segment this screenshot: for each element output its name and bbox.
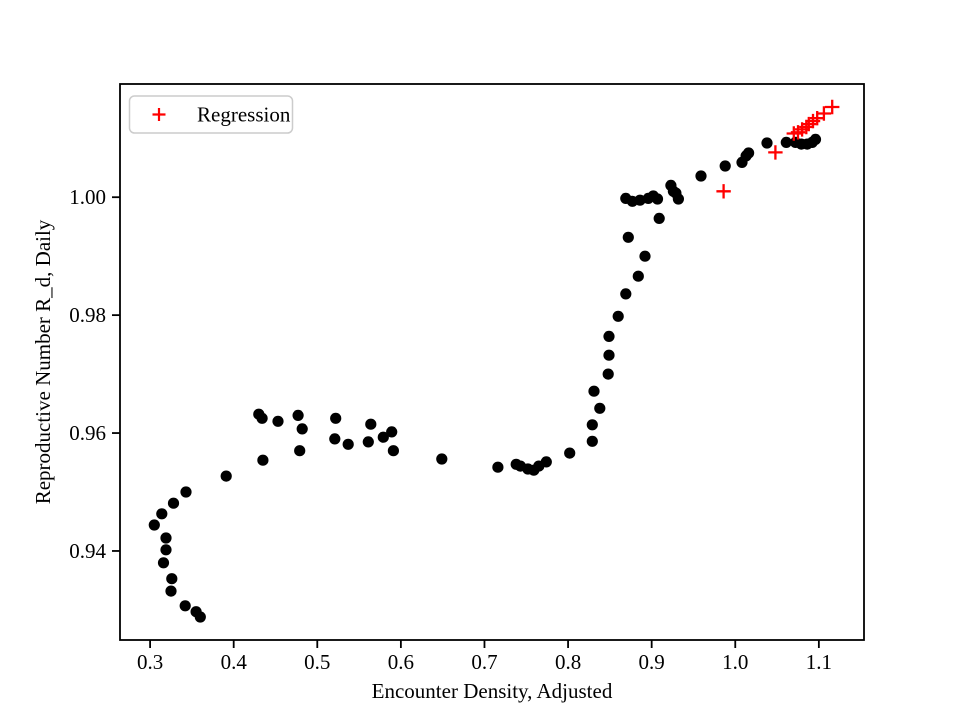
y-tick-label: 0.98 <box>69 303 106 327</box>
data-point <box>622 231 634 243</box>
x-tick-label: 0.5 <box>304 650 330 674</box>
data-point <box>586 435 598 447</box>
data-point <box>695 170 707 182</box>
x-tick-label: 0.8 <box>555 650 581 674</box>
legend: Regression <box>128 95 294 134</box>
data-point <box>743 147 755 159</box>
x-tick-label: 1.0 <box>722 650 748 674</box>
x-tick-label: 0.9 <box>639 650 665 674</box>
x-tick-label: 0.3 <box>137 650 163 674</box>
y-tick-label: 0.94 <box>69 539 106 563</box>
data-point <box>220 470 232 482</box>
data-point <box>272 415 284 427</box>
data-point <box>386 426 398 438</box>
plot-border <box>119 83 865 641</box>
data-point <box>586 419 598 431</box>
data-point <box>594 402 606 414</box>
data-point <box>540 456 552 468</box>
data-point <box>761 137 773 149</box>
data-point <box>377 431 389 443</box>
data-point <box>179 600 191 612</box>
observed-points <box>148 133 822 623</box>
data-point <box>780 136 792 148</box>
data-point <box>602 368 614 380</box>
x-axis-ticks: 0.3 0.4 0.5 0.6 0.7 0.8 0.9 1.0 1.1 <box>137 640 832 674</box>
data-point <box>342 438 354 450</box>
y-tick-label: 1.00 <box>69 185 106 209</box>
data-point <box>620 288 632 300</box>
data-point <box>809 133 822 145</box>
legend-plus-icon <box>152 108 166 121</box>
regression-point <box>768 145 783 160</box>
data-point <box>603 330 615 342</box>
data-point <box>296 423 308 435</box>
data-point <box>653 212 665 224</box>
x-tick-label: 0.4 <box>221 650 248 674</box>
x-axis-label: Encounter Density, Adjusted <box>372 679 613 703</box>
data-point <box>362 436 374 448</box>
regression-point <box>816 106 832 121</box>
y-axis-label: Reproductive Number R_d, Daily <box>31 219 55 504</box>
regression-point <box>716 184 731 199</box>
data-point <box>612 310 624 322</box>
data-point <box>365 418 377 430</box>
data-point <box>651 193 664 205</box>
data-point <box>436 453 448 465</box>
data-point <box>639 250 651 262</box>
data-point <box>156 508 168 520</box>
data-point <box>256 412 268 424</box>
data-point <box>160 544 172 556</box>
y-axis-ticks: 0.94 0.96 0.98 1.00 <box>69 185 120 563</box>
data-point <box>329 433 341 445</box>
regression-point <box>825 99 840 115</box>
data-point <box>148 519 160 531</box>
data-point <box>157 557 170 569</box>
data-point <box>492 461 504 473</box>
data-point <box>330 412 342 424</box>
y-tick-label: 0.96 <box>69 421 106 445</box>
data-point <box>165 585 177 597</box>
data-point <box>166 573 178 585</box>
data-point <box>603 349 615 361</box>
data-point <box>719 160 731 172</box>
x-tick-label: 0.6 <box>388 650 414 674</box>
data-point <box>672 193 685 205</box>
data-point <box>292 409 304 421</box>
regression-points <box>716 99 840 199</box>
data-point <box>294 445 306 457</box>
data-point <box>387 445 399 457</box>
data-point <box>160 532 172 544</box>
data-point <box>180 486 192 498</box>
data-point <box>564 447 576 459</box>
data-point <box>257 454 269 466</box>
x-tick-label: 1.1 <box>806 650 832 674</box>
data-point <box>194 611 206 623</box>
data-point <box>167 497 180 509</box>
x-tick-label: 0.7 <box>471 650 497 674</box>
data-point <box>632 270 644 282</box>
legend-box <box>128 95 294 134</box>
plot-area <box>120 84 864 640</box>
legend-label: Regression <box>197 103 291 127</box>
data-point <box>588 385 600 397</box>
